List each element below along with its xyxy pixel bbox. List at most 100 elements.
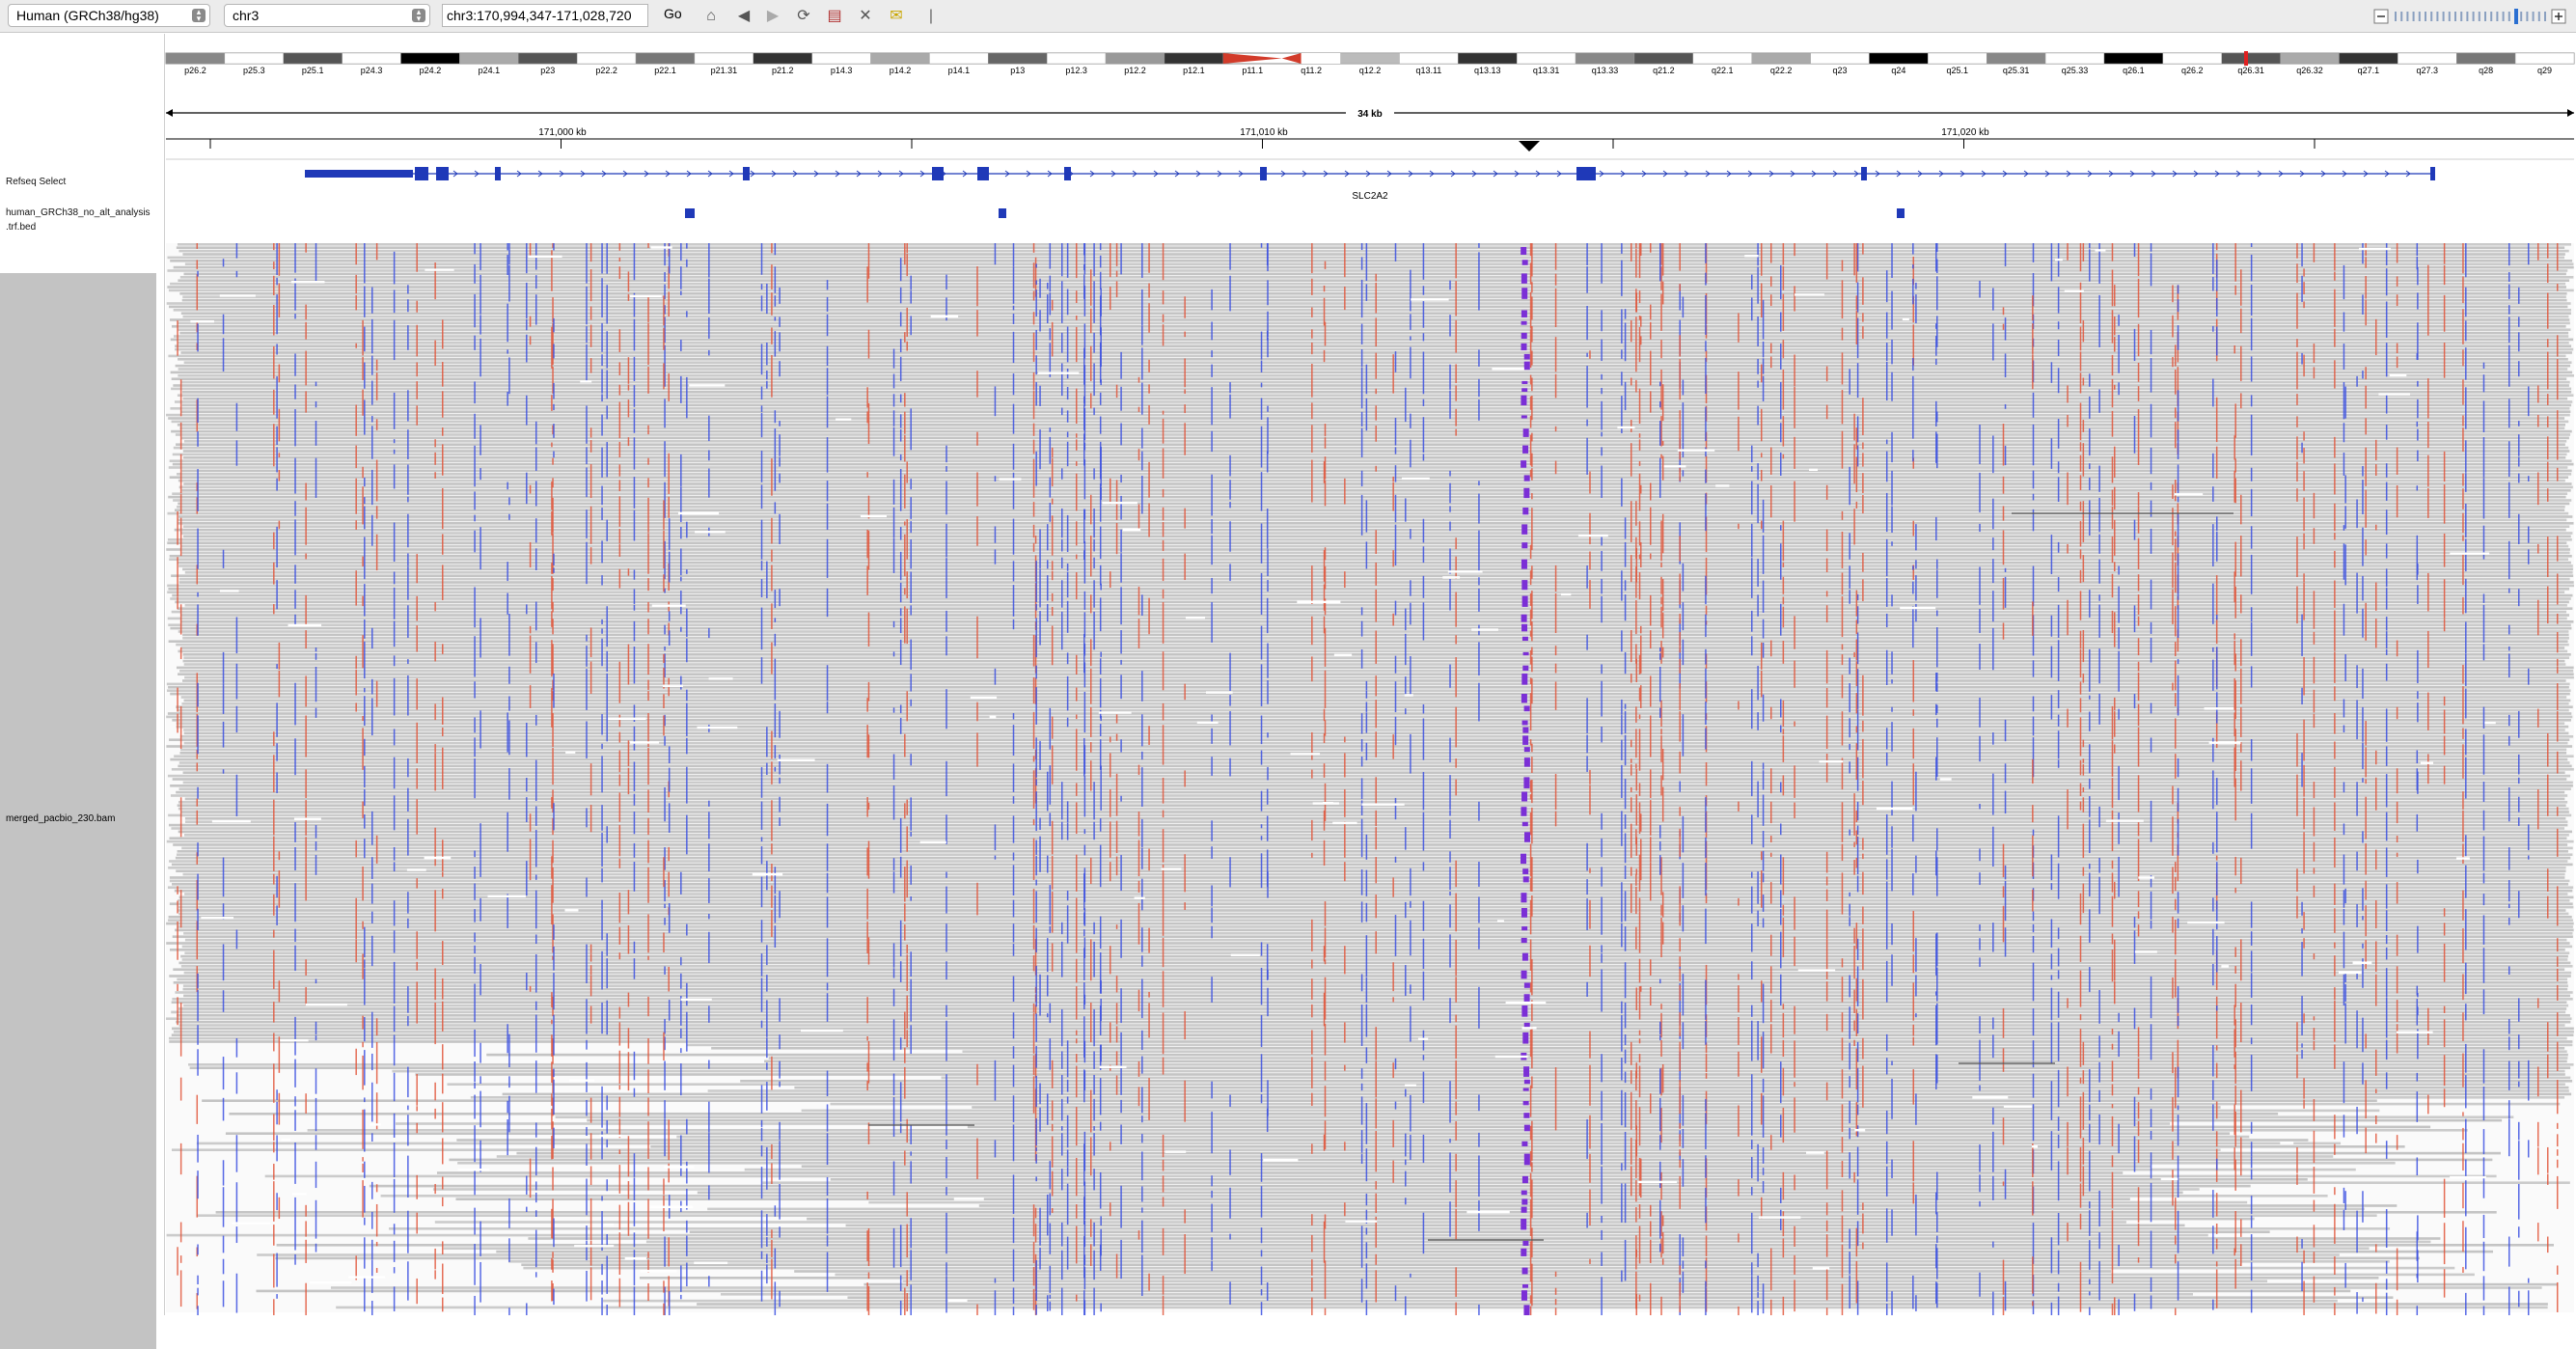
insertion-marker — [1521, 615, 1527, 622]
insertion-marker — [1521, 542, 1527, 548]
gene-exon — [1064, 167, 1071, 180]
ideogram-band-label: q13.13 — [1474, 66, 1501, 75]
insertion-marker — [1524, 475, 1530, 481]
ideogram-band-label: p13 — [1010, 66, 1025, 75]
insertion-marker — [1522, 260, 1528, 264]
insertion-marker — [1521, 807, 1526, 816]
ideogram-band-label: q13.31 — [1533, 66, 1560, 75]
insertion-marker — [1522, 446, 1528, 454]
insertion-marker — [1521, 560, 1527, 569]
insertion-marker — [1522, 1176, 1528, 1183]
insertion-marker — [1521, 273, 1527, 283]
gene-name-label: SLC2A2 — [1352, 191, 1388, 202]
gene-exon — [1576, 167, 1596, 180]
insertion-marker — [1521, 1207, 1527, 1213]
bed-feature — [685, 208, 695, 218]
ideogram-band-label: p25.3 — [243, 66, 265, 75]
insertion-marker — [1522, 953, 1528, 961]
insertion-marker — [1521, 388, 1527, 392]
insertion-marker — [1524, 354, 1530, 360]
insertion-marker — [1522, 1284, 1528, 1288]
ideogram-band-label: p14.2 — [890, 66, 912, 75]
gene-exon — [1861, 167, 1867, 180]
ideogram-band-label: p12.3 — [1065, 66, 1087, 75]
insertion-marker — [1521, 344, 1526, 350]
insertion-marker — [1524, 994, 1530, 1002]
insertion-marker — [1524, 832, 1530, 841]
insertion-marker — [1521, 247, 1526, 255]
bed-feature — [999, 208, 1006, 218]
insertion-marker — [1522, 1268, 1528, 1275]
insertion-marker — [1521, 893, 1526, 902]
insertion-marker — [1522, 735, 1528, 745]
ideogram-band-label: q28 — [2479, 66, 2493, 75]
ideogram-band-label: q26.2 — [2181, 66, 2204, 75]
gene-exon — [415, 167, 428, 180]
ruler-tick-label: 171,020 kb — [1941, 127, 1989, 138]
insertion-marker — [1521, 580, 1527, 590]
insertion-marker — [1521, 333, 1527, 339]
insertion-marker — [1523, 876, 1529, 882]
ideogram-band-label: p14.3 — [831, 66, 853, 75]
insertion-marker — [1523, 1305, 1529, 1315]
ideogram-band-label: p24.3 — [361, 66, 383, 75]
alignment-track — [166, 243, 2574, 1315]
ideogram-band-label: p24.1 — [479, 66, 501, 75]
insertion-marker — [1521, 1290, 1527, 1301]
insertion-marker — [1521, 1219, 1526, 1230]
ideogram-band-label: q26.32 — [2296, 66, 2323, 75]
refseq-track: SLC2A2 — [305, 167, 2435, 202]
insertion-marker — [1522, 1241, 1528, 1246]
insertion-marker — [1522, 666, 1528, 671]
insertion-marker — [1524, 1080, 1530, 1084]
ruler-span-label: 34 kb — [1357, 109, 1383, 120]
insertion-marker — [1521, 624, 1527, 632]
gene-exon — [1260, 167, 1267, 180]
gene-exon — [495, 167, 501, 180]
insertion-marker — [1524, 1125, 1530, 1132]
insertion-marker — [1522, 637, 1528, 641]
insertion-marker — [1523, 777, 1529, 788]
insertion-marker — [1523, 1113, 1529, 1118]
ideogram-band-label: p12.1 — [1183, 66, 1205, 75]
insertion-marker — [1521, 381, 1527, 384]
insertion-marker — [1521, 938, 1527, 943]
insertion-marker — [1523, 488, 1529, 498]
ideogram-band-label: p21.31 — [711, 66, 738, 75]
insertion-marker — [1522, 508, 1528, 514]
ruler-tick-label: 171,000 kb — [538, 127, 587, 138]
ideogram-band-label: q13.33 — [1592, 66, 1619, 75]
ideogram-band-label: p22.1 — [654, 66, 676, 75]
gene-exon — [977, 167, 989, 180]
ideogram-band-label: p26.2 — [184, 66, 206, 75]
insertion-marker — [1524, 747, 1530, 752]
ideogram-band-label: q25.33 — [2062, 66, 2089, 75]
insertion-marker — [1521, 792, 1527, 802]
insertion-marker — [1523, 428, 1529, 437]
insertion-marker — [1521, 415, 1527, 418]
insertion-marker — [1523, 652, 1529, 655]
ideogram-band-label: p12.2 — [1124, 66, 1146, 75]
ideogram-band-label: q29 — [2537, 66, 2552, 75]
insertion-marker — [1521, 1142, 1527, 1146]
insertion-marker — [1522, 596, 1528, 607]
gene-exon — [743, 167, 750, 180]
insertion-marker — [1521, 524, 1527, 534]
bed-feature — [1897, 208, 1905, 218]
ideogram-band-label: p11.1 — [1242, 66, 1263, 75]
ideogram-band-label: q27.1 — [2358, 66, 2380, 75]
insertion-marker — [1522, 868, 1528, 874]
ideogram-band-label: q11.2 — [1301, 66, 1322, 75]
gene-exon — [305, 170, 413, 178]
ideogram-position-marker — [2244, 51, 2248, 66]
ideogram-band-label: q26.31 — [2237, 66, 2264, 75]
ideogram-band-label: p14.1 — [948, 66, 971, 75]
ideogram-band-label: q26.1 — [2123, 66, 2145, 75]
bed-track — [685, 208, 1905, 218]
insertion-marker — [1521, 971, 1527, 979]
ideogram-band-label: p25.1 — [302, 66, 324, 75]
ideogram-band-label: q25.31 — [2003, 66, 2030, 75]
